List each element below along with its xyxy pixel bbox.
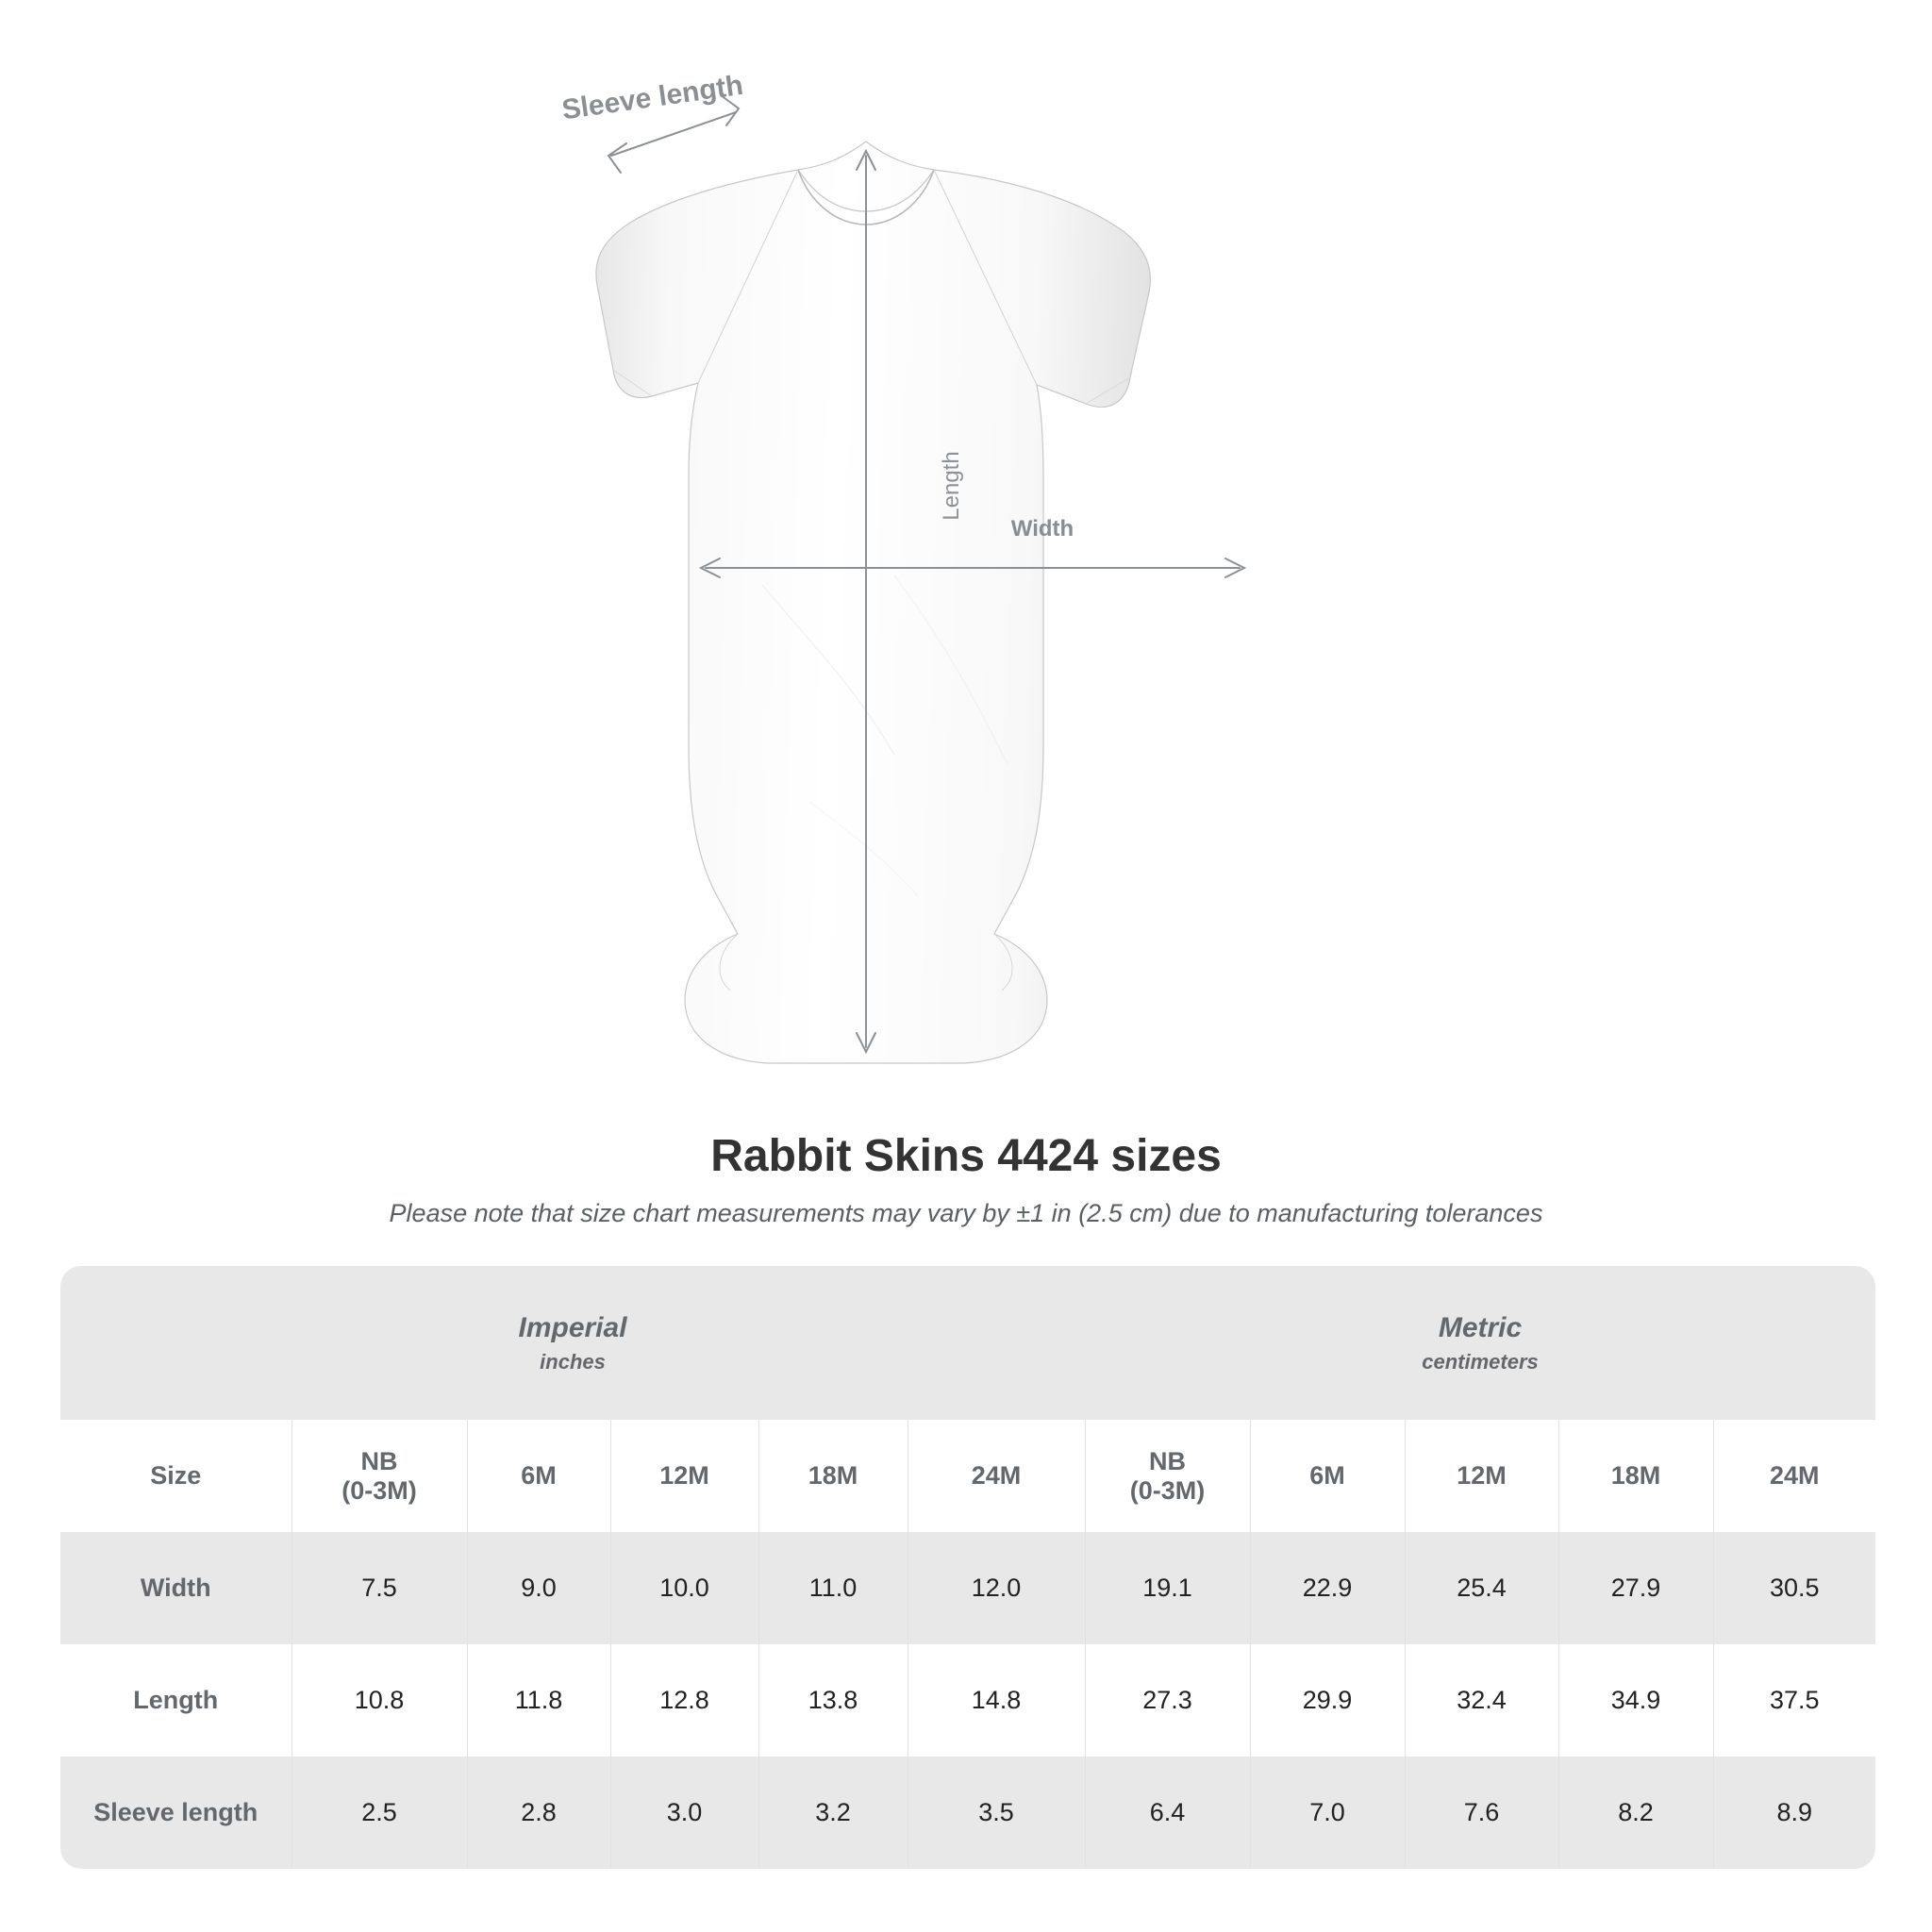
svg-text:Width: Width <box>1011 516 1074 541</box>
svg-text:Sleeve length: Sleeve length <box>560 70 745 126</box>
svg-text:Length: Length <box>939 451 964 520</box>
